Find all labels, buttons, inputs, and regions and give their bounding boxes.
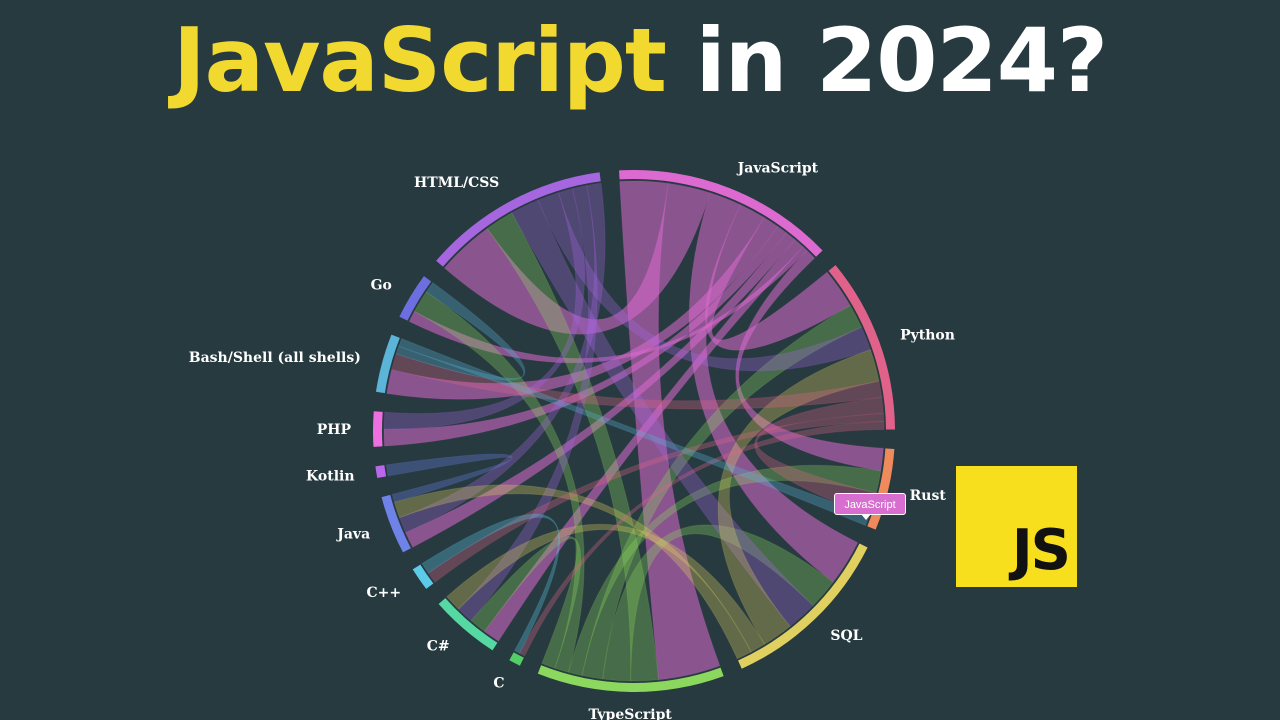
ribbon-sql-csharp[interactable] <box>446 523 766 653</box>
ribbon-htmlcss-python[interactable] <box>537 192 872 372</box>
ribbon-javascript-csharp[interactable] <box>483 238 804 642</box>
arc-bash[interactable] <box>375 334 400 394</box>
arc-cpp[interactable] <box>412 564 434 589</box>
arc-sql[interactable] <box>738 543 868 669</box>
arc-htmlcss[interactable] <box>436 172 601 267</box>
arc-java[interactable] <box>381 494 411 553</box>
ribbon-typescript-rust[interactable] <box>567 464 882 677</box>
ribbon-typescript-python[interactable] <box>581 304 863 680</box>
arc-go[interactable] <box>399 276 432 321</box>
chord-labels: Bash/Shell (all shells) Go HTML/CSS JavaScr… <box>189 161 955 720</box>
arc-kotlin[interactable] <box>375 465 387 479</box>
headline-rest-text: in 2024? <box>695 9 1108 112</box>
ribbon-javascript-go[interactable] <box>408 246 808 364</box>
arc-csharp[interactable] <box>438 598 498 651</box>
ribbon-sql-java[interactable] <box>393 484 752 660</box>
arc-python[interactable] <box>828 265 895 430</box>
label-bash: Bash/Shell (all shells) <box>189 350 361 366</box>
ribbon-bash-go[interactable] <box>395 281 526 381</box>
label-php: PHP <box>317 422 352 438</box>
label-csharp: C# <box>427 639 450 655</box>
label-sql: SQL <box>830 628 862 644</box>
ribbon-python-bash[interactable] <box>391 353 883 410</box>
tooltip-pointer <box>861 514 871 520</box>
ribbon-htmlcss-php[interactable] <box>383 188 586 430</box>
chord-ribbons <box>383 180 885 682</box>
ribbon-htmlcss-csharp[interactable] <box>457 184 598 622</box>
label-python: Python <box>900 328 955 344</box>
ribbon-typescript-go[interactable] <box>413 291 585 673</box>
javascript-logo-text: JS <box>1011 518 1071 583</box>
headline-title: JavaScript in 2024? <box>0 6 1280 116</box>
ribbon-python-cpp[interactable] <box>427 412 885 583</box>
label-cpp: C++ <box>367 585 402 601</box>
javascript-logo: JS <box>956 466 1077 587</box>
ribbon-python-c[interactable] <box>518 420 885 657</box>
ribbon-javascript-java[interactable] <box>404 232 796 548</box>
arc-php[interactable] <box>373 411 383 447</box>
ribbon-javascript-php[interactable] <box>383 225 788 447</box>
chord-arcs <box>373 170 895 693</box>
ribbon-htmlcss-sql[interactable] <box>511 199 814 628</box>
arc-typescript[interactable] <box>537 665 724 693</box>
ribbon-javascript-bash[interactable] <box>386 216 779 400</box>
hover-tooltip: JavaScript <box>834 493 906 515</box>
ribbon-htmlcss-java[interactable] <box>398 182 606 534</box>
arc-javascript[interactable] <box>619 170 823 257</box>
label-c: C <box>493 676 504 692</box>
ribbon-java-kotlin[interactable] <box>385 453 513 503</box>
label-javascript: JavaScript <box>736 161 819 177</box>
label-go: Go <box>371 277 392 293</box>
label-java: Java <box>335 526 370 542</box>
headline-accent-word: JavaScript <box>172 9 667 112</box>
label-rust: Rust <box>910 488 947 504</box>
label-htmlcss: HTML/CSS <box>414 175 499 191</box>
arc-c[interactable] <box>509 652 524 666</box>
ribbon-typescript-csharp[interactable] <box>470 535 582 669</box>
ribbon-sql-python[interactable] <box>717 349 880 645</box>
label-typescript: TypeScript <box>589 707 673 720</box>
ribbon-typescript-htmlcss[interactable] <box>486 212 660 682</box>
ribbon-typescript-sql[interactable] <box>602 524 834 682</box>
ribbon-cpp-c[interactable] <box>421 513 561 654</box>
label-kotlin: Kotlin <box>306 469 354 485</box>
ribbon-javascript-htmlcss[interactable] <box>443 182 711 335</box>
ribbon-javascript-rust[interactable] <box>735 249 884 472</box>
